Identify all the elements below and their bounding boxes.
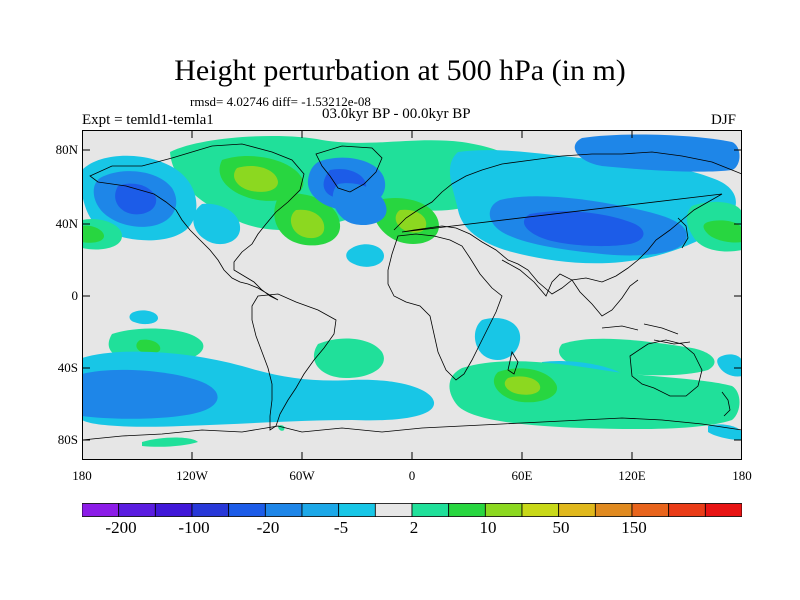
colorbar-label: 10 xyxy=(479,518,497,537)
colorbar-swatch xyxy=(558,503,596,517)
colorbar-label: -100 xyxy=(178,518,210,537)
x-tick-label: 180 xyxy=(732,468,752,483)
colorbar-swatch xyxy=(264,503,303,517)
colorbar-swatch xyxy=(594,503,633,517)
colorbar-label: 50 xyxy=(552,518,570,537)
colorbar-swatch xyxy=(484,503,523,517)
colorbar-label: 150 xyxy=(621,518,647,537)
colorbar-swatch xyxy=(154,503,193,517)
map-frame xyxy=(82,130,742,460)
x-tick-label: 120E xyxy=(618,468,646,483)
season-label: DJF xyxy=(711,112,737,128)
colorbar-swatch xyxy=(118,503,156,517)
y-tick-label: 80S xyxy=(57,432,78,447)
colorbar-swatch xyxy=(631,503,670,517)
colorbar-swatch xyxy=(411,503,450,517)
map-plot-area xyxy=(82,130,742,460)
y-tick-label: 40S xyxy=(57,360,78,375)
x-tick-label: 120W xyxy=(176,468,208,483)
period-label: 03.0kyr BP - 00.0kyr BP xyxy=(322,106,471,122)
colorbar-swatch xyxy=(301,503,340,517)
x-tick-label: 60W xyxy=(289,468,315,483)
stats-label: rmsd= 4.02746 diff= -1.53212e-08 xyxy=(190,94,371,109)
contour-field xyxy=(82,130,742,460)
experiment-label: Expt = temld1-temla1 xyxy=(82,112,214,128)
x-tick-label: 180 xyxy=(72,468,92,483)
y-tick-label: 40N xyxy=(55,216,78,231)
x-tick-label: 60E xyxy=(511,468,533,483)
colorbar-swatch xyxy=(521,503,560,517)
colorbar-swatch xyxy=(704,503,742,517)
colorbar-label: -20 xyxy=(256,518,280,537)
colorbar xyxy=(82,503,742,517)
colorbar-swatch xyxy=(82,503,120,517)
colorbar-swatch xyxy=(668,503,706,517)
colorbar-label: -5 xyxy=(333,518,349,537)
colorbar-swatch xyxy=(374,503,413,517)
y-tick-label: 80N xyxy=(55,142,78,157)
coastlines xyxy=(82,143,742,441)
x-tick-label: 0 xyxy=(408,468,416,483)
y-tick-label: 0 xyxy=(71,288,79,303)
colorbar-label: 2 xyxy=(409,518,419,537)
plot-title: Height perturbation at 500 hPa (in m) xyxy=(174,54,626,87)
colorbar-swatch xyxy=(228,503,266,517)
colorbar-label: -200 xyxy=(105,518,137,537)
colorbar-swatch xyxy=(191,503,230,517)
colorbar-swatch xyxy=(338,503,376,517)
colorbar-swatch xyxy=(448,503,486,517)
